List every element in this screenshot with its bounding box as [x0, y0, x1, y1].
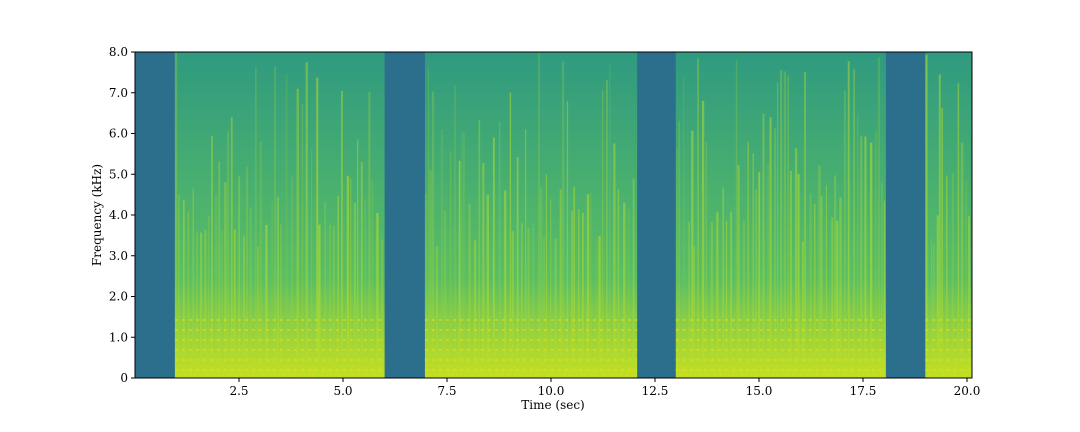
y-tick-label: 2.0: [109, 290, 128, 304]
x-tick-label: 5.0: [333, 384, 352, 398]
y-tick-label: 7.0: [109, 86, 128, 100]
speech-segment: [675, 52, 886, 378]
speech-segment: [174, 52, 385, 378]
y-tick-label: 1.0: [109, 330, 128, 344]
x-axis-label: Time (sec): [521, 398, 584, 412]
y-tick-label: 0: [120, 371, 128, 385]
y-tick-label: 3.0: [109, 249, 128, 263]
speech-segment: [925, 52, 972, 378]
x-tick-label: 12.5: [642, 384, 669, 398]
x-tick-label: 7.5: [437, 384, 456, 398]
x-tick-label: 20.0: [954, 384, 981, 398]
y-tick-label: 6.0: [109, 127, 128, 141]
y-tick-label: 4.0: [109, 208, 128, 222]
spectrogram-layer: [174, 52, 972, 378]
x-tick-label: 10.0: [538, 384, 565, 398]
x-tick-label: 17.5: [850, 384, 877, 398]
y-tick-label: 5.0: [109, 167, 128, 181]
y-tick-label: 8.0: [109, 45, 128, 59]
x-tick-label: 15.0: [746, 384, 773, 398]
x-tick-label: 2.5: [229, 384, 248, 398]
y-axis-label: Frequency (kHz): [90, 164, 104, 266]
